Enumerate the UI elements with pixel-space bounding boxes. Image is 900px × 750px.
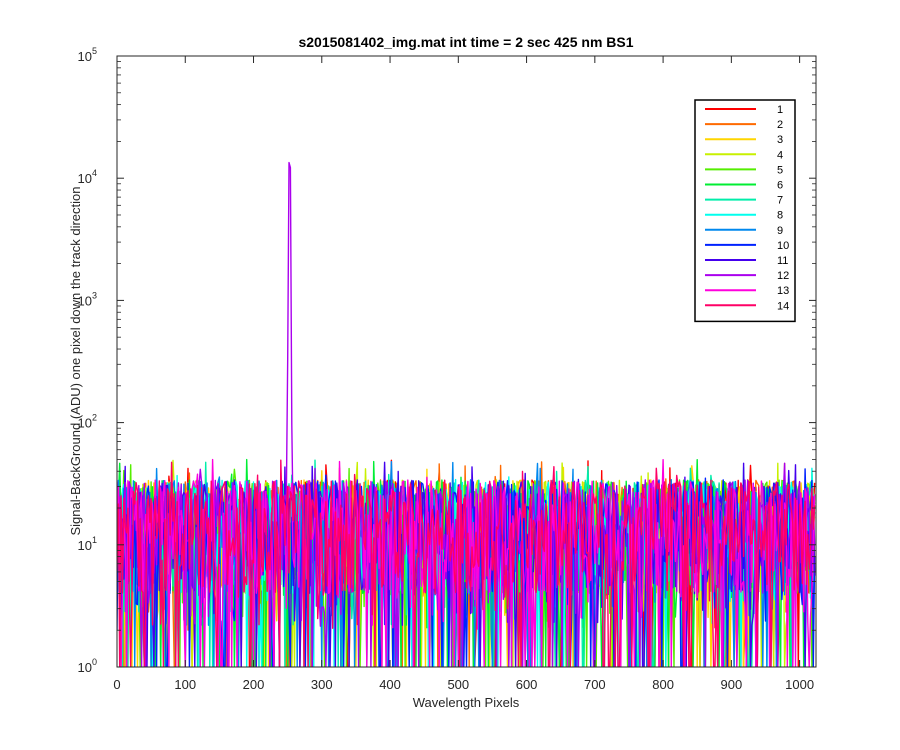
chart-title: s2015081402_img.mat int time = 2 sec 425… xyxy=(298,34,633,50)
series-layer xyxy=(117,161,816,667)
legend-label: 2 xyxy=(777,119,783,131)
series-line-14 xyxy=(117,459,816,667)
y-tick-base: 10 xyxy=(78,293,92,308)
x-tick-label: 200 xyxy=(243,677,265,692)
legend-label: 5 xyxy=(777,164,783,176)
y-tick-label: 102 xyxy=(78,413,97,431)
x-tick-label: 600 xyxy=(516,677,538,692)
legend-label: 6 xyxy=(777,180,783,192)
legend-label: 9 xyxy=(777,225,783,237)
y-tick-base: 10 xyxy=(78,660,92,675)
x-tick-label: 400 xyxy=(379,677,401,692)
x-tick-label: 100 xyxy=(174,677,196,692)
y-tick-exponent: 2 xyxy=(92,413,97,423)
legend-box xyxy=(694,99,796,323)
y-axis-label: Signal-BackGround (ADU) one pixel down t… xyxy=(68,186,83,535)
x-axis: 0 100 200 300 400 500 600 700 800 900 1000 xyxy=(113,56,814,692)
y-tick-label: 104 xyxy=(78,168,97,186)
x-tick-label: 500 xyxy=(447,677,469,692)
x-tick-label: 800 xyxy=(652,677,674,692)
legend-label: 4 xyxy=(777,149,783,161)
y-tick-base: 10 xyxy=(78,538,92,553)
x-axis-label: Wavelength Pixels xyxy=(413,695,520,710)
y-tick-label: 101 xyxy=(78,535,97,553)
legend-label: 13 xyxy=(777,285,789,297)
x-tick-label: 900 xyxy=(721,677,743,692)
legend-label: 14 xyxy=(777,300,789,312)
y-tick-label: 105 xyxy=(78,46,97,64)
y-tick-exponent: 4 xyxy=(92,168,97,178)
legend-label: 7 xyxy=(777,195,783,207)
y-tick-label: 100 xyxy=(78,657,97,675)
y-tick-base: 10 xyxy=(78,171,92,186)
series-line-10 xyxy=(117,468,816,667)
axes-box xyxy=(116,55,817,668)
y-tick-base: 10 xyxy=(78,49,92,64)
legend-label: 12 xyxy=(777,270,789,282)
x-tick-label: 700 xyxy=(584,677,606,692)
x-tick-label: 300 xyxy=(311,677,333,692)
y-tick-base: 10 xyxy=(78,416,92,431)
legend-label: 3 xyxy=(777,134,783,146)
legend-label: 8 xyxy=(777,210,783,222)
y-tick-label: 103 xyxy=(78,290,97,308)
legend-label: 11 xyxy=(777,255,788,267)
x-tick-label: 0 xyxy=(113,677,120,692)
y-tick-exponent: 1 xyxy=(92,535,97,545)
x-tick-label: 1000 xyxy=(785,677,814,692)
y-tick-exponent: 5 xyxy=(92,46,97,56)
y-tick-exponent: 3 xyxy=(92,290,97,300)
y-tick-exponent: 0 xyxy=(92,657,97,667)
legend-label: 1 xyxy=(777,104,783,116)
legend-label: 10 xyxy=(777,240,789,252)
